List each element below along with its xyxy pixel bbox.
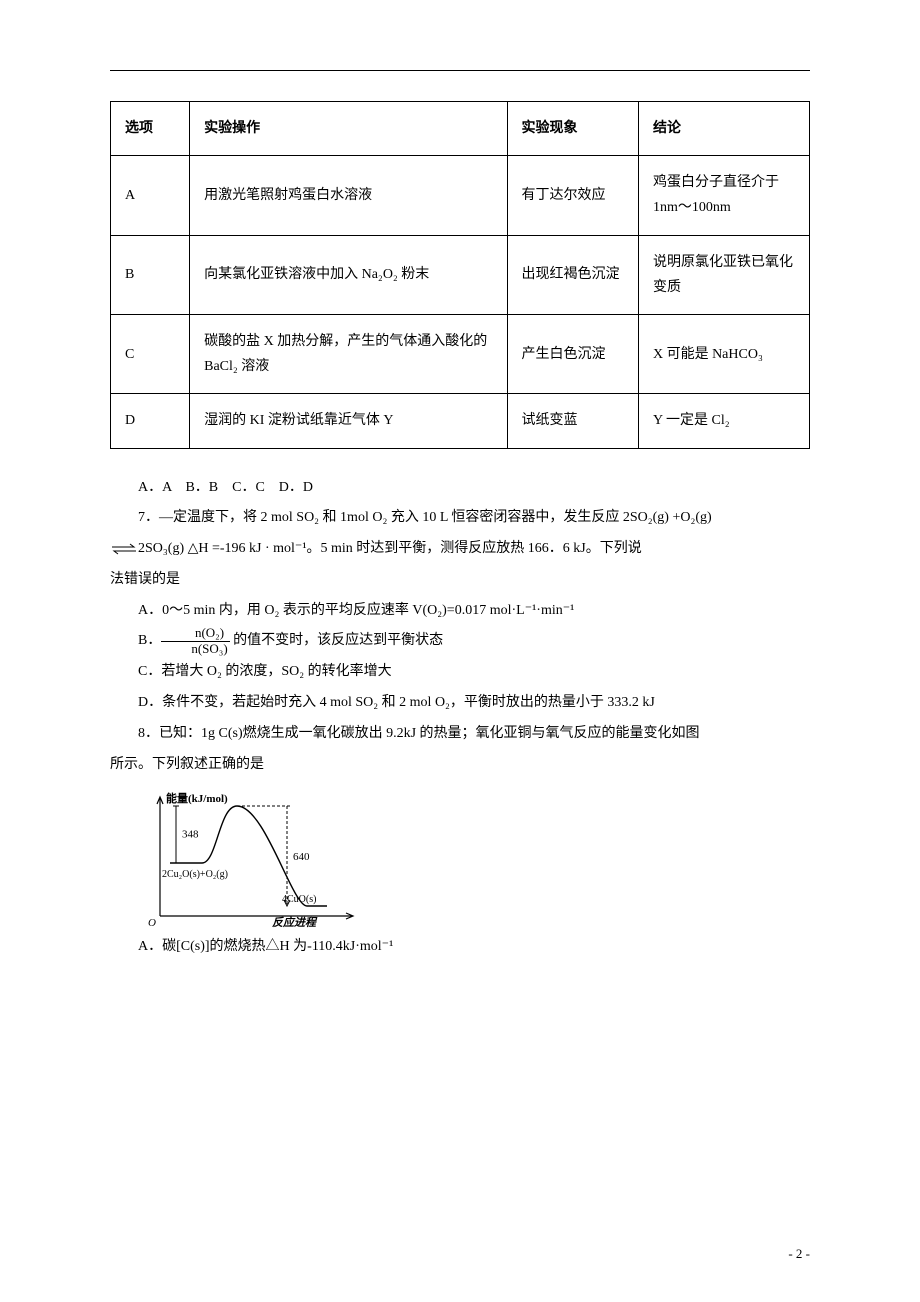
top-rule (110, 70, 810, 71)
cell-operation: 向某氯化亚铁溶液中加入 Na₂O₂ 粉末 (190, 235, 507, 314)
answer-options-line: A．A B．B C．C D．D (110, 473, 810, 504)
cell-phenomenon: 产生白色沉淀 (507, 314, 638, 393)
col-header-conclusion: 结论 (638, 102, 809, 156)
cell-conclusion: 鸡蛋白分子直径介于1nm～100nm (638, 156, 809, 235)
q8-stem-line1: 8．已知：1g C(s)燃烧生成一氧化碳放出 9.2kJ 的热量；氧化亚铜与氧气… (110, 719, 810, 750)
cell-phenomenon: 试纸变蓝 (507, 394, 638, 448)
q7-stem-line2: 2SO₃(g) △H =-196 kJ · mol⁻¹。5 min 时达到平衡，… (110, 534, 810, 565)
cell-phenomenon: 有丁达尔效应 (507, 156, 638, 235)
svg-text:2Cu₂O(s)+O₂(g): 2Cu₂O(s)+O₂(g) (162, 869, 228, 880)
table-row: B 向某氯化亚铁溶液中加入 Na₂O₂ 粉末 出现红褐色沉淀 说明原氯化亚铁已氧… (111, 235, 810, 314)
svg-text:348: 348 (182, 829, 199, 841)
cell-option: C (111, 314, 190, 393)
q7-stem-line2-text: 2SO₃(g) △H =-196 kJ · mol⁻¹。5 min 时达到平衡，… (138, 541, 642, 556)
fraction: n(O₂) n(SO₃) (161, 626, 229, 656)
cell-operation: 湿润的 KI 淀粉试纸靠近气体 Y (190, 394, 507, 448)
q7-b-prefix: B． (138, 634, 161, 649)
table-row: C 碳酸的盐 X 加热分解，产生的气体通入酸化的 BaCl₂ 溶液 产生白色沉淀… (111, 314, 810, 393)
energy-diagram-svg: 能量(kJ/mol) 反应进程 348 640 2Cu₂O(s)+O₂(g) 4CuO(s… (142, 788, 362, 928)
fraction-denominator: n(SO₃) (161, 641, 229, 656)
svg-text:640: 640 (293, 851, 310, 863)
q7-stem-line3: 法错误的是 (110, 565, 810, 596)
svg-text:O: O (148, 917, 156, 928)
q7-option-a: A．0～5 min 内，用 O₂ 表示的平均反应速率 V(O₂)=0.017 m… (110, 596, 810, 627)
col-header-option: 选项 (111, 102, 190, 156)
col-header-operation: 实验操作 (190, 102, 507, 156)
cell-phenomenon: 出现红褐色沉淀 (507, 235, 638, 314)
q7-option-c: C．若增大 O₂ 的浓度，SO₂ 的转化率增大 (110, 657, 810, 688)
q7-b-suffix: 的值不变时，该反应达到平衡状态 (230, 634, 444, 649)
energy-diagram: 能量(kJ/mol) 反应进程 348 640 2Cu₂O(s)+O₂(g) 4CuO(s… (142, 788, 810, 928)
table-row: A 用激光笔照射鸡蛋白水溶液 有丁达尔效应 鸡蛋白分子直径介于1nm～100nm (111, 156, 810, 235)
cell-conclusion: X 可能是 NaHCO₃ (638, 314, 809, 393)
table-header-row: 选项 实验操作 实验现象 结论 (111, 102, 810, 156)
cell-operation: 碳酸的盐 X 加热分解，产生的气体通入酸化的 BaCl₂ 溶液 (190, 314, 507, 393)
page-number: - 2 - (788, 1246, 810, 1262)
q7-option-d: D．条件不变，若起始时充入 4 mol SO₂ 和 2 mol O₂，平衡时放出… (110, 688, 810, 719)
cell-conclusion: 说明原氯化亚铁已氧化变质 (638, 235, 809, 314)
cell-option: A (111, 156, 190, 235)
cell-option: D (111, 394, 190, 448)
equilibrium-arrow-icon (110, 542, 138, 556)
table-row: D 湿润的 KI 淀粉试纸靠近气体 Y 试纸变蓝 Y 一定是 Cl₂ (111, 394, 810, 448)
experiment-table: 选项 实验操作 实验现象 结论 A 用激光笔照射鸡蛋白水溶液 有丁达尔效应 鸡蛋… (110, 101, 810, 449)
svg-text:反应进程: 反应进程 (272, 916, 318, 928)
fraction-numerator: n(O₂) (161, 626, 229, 640)
cell-operation: 用激光笔照射鸡蛋白水溶液 (190, 156, 507, 235)
q8-option-a: A．碳[C(s)]的燃烧热△H 为-110.4kJ·mol⁻¹ (110, 932, 810, 963)
q7-stem-line1: 7．—定温度下，将 2 mol SO₂ 和 1mol O₂ 充入 10 L 恒容… (110, 503, 810, 534)
col-header-phenomenon: 实验现象 (507, 102, 638, 156)
q8-stem-line2: 所示。下列叙述正确的是 (110, 750, 810, 781)
q7-option-b: B． n(O₂) n(SO₃) 的值不变时，该反应达到平衡状态 (110, 626, 810, 657)
svg-text:4CuO(s): 4CuO(s) (282, 894, 316, 905)
cell-option: B (111, 235, 190, 314)
svg-text:能量(kJ/mol): 能量(kJ/mol) (166, 791, 228, 805)
cell-conclusion: Y 一定是 Cl₂ (638, 394, 809, 448)
